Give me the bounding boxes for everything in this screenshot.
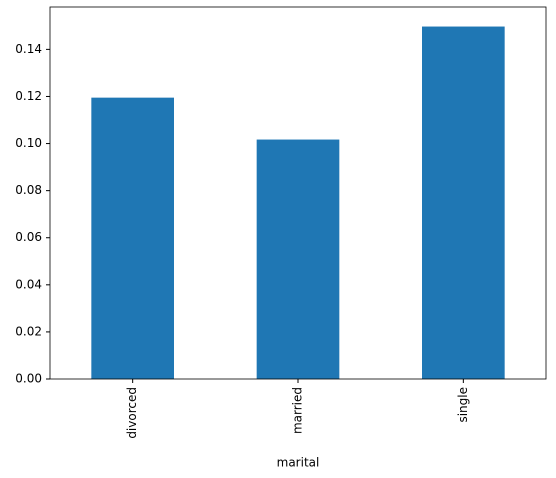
y-tick-label: 0.06: [15, 230, 42, 244]
y-tick-label: 0.00: [15, 372, 42, 386]
x-axis-label: marital: [277, 456, 320, 470]
y-tick-label: 0.08: [15, 183, 42, 197]
y-tick-label: 0.02: [15, 324, 42, 338]
bar: [256, 139, 340, 379]
x-tick-label: divorced: [125, 387, 139, 439]
bar: [91, 97, 174, 379]
y-tick-label: 0.12: [15, 89, 42, 103]
bar: [422, 26, 505, 379]
x-tick-label: single: [456, 387, 470, 423]
y-tick-label: 0.14: [15, 42, 42, 56]
plot-frame: [49, 6, 547, 380]
y-tick-label: 0.04: [15, 277, 42, 291]
x-tick-label: married: [291, 387, 305, 434]
y-tick-label: 0.10: [15, 136, 42, 150]
